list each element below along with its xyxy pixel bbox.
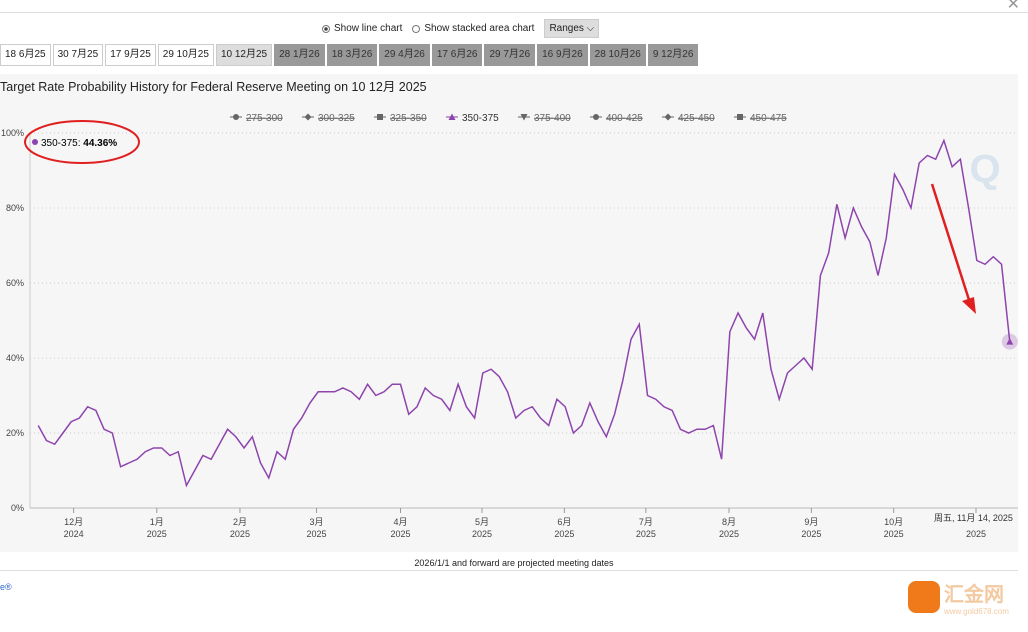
y-tick-label: 20% <box>6 428 24 438</box>
chart-background <box>0 74 1018 552</box>
meeting-tab[interactable]: 10 12月25 <box>215 44 273 66</box>
meeting-tab[interactable]: 9 12月26 <box>647 44 699 66</box>
x-tick-label: 12月 <box>64 517 83 527</box>
divider <box>0 570 1018 571</box>
x-tick-year: 2025 <box>636 529 656 539</box>
chart: Target Rate Probability History for Fede… <box>0 74 1018 552</box>
radio-line[interactable]: Show line chart <box>322 23 402 34</box>
radio-label: Show stacked area chart <box>424 23 535 34</box>
watermark-text: 汇金网 www.gold678.com <box>944 578 1009 616</box>
meeting-tab[interactable]: 29 4月26 <box>379 44 430 66</box>
hover-date: 周五, 11月 14, 2025 <box>934 513 1013 523</box>
x-tick-label: 1月 <box>150 517 164 527</box>
legend-symbol <box>520 114 528 121</box>
x-tick-year: 2025 <box>147 529 167 539</box>
close-button[interactable]: ✕ <box>1006 0 1020 13</box>
x-tick-year: 2025 <box>801 529 821 539</box>
legend-label[interactable]: 450-475 <box>750 113 787 124</box>
tooltip-series: 350-375 <box>41 138 78 149</box>
meeting-tab[interactable]: 30 7月25 <box>52 44 104 66</box>
chart-title: Target Rate Probability History for Fede… <box>0 80 427 94</box>
legend-symbol <box>593 114 599 120</box>
x-tick-label: 9月 <box>804 517 818 527</box>
tooltip: 350-375: 44.36% <box>32 138 117 149</box>
legend-symbol <box>377 114 383 120</box>
meeting-tab[interactable]: 28 10月26 <box>589 44 646 66</box>
x-tick-label: 2月 <box>233 517 247 527</box>
y-tick-label: 100% <box>1 128 24 138</box>
arrow-head <box>962 297 976 314</box>
x-tick-year: 2025 <box>230 529 250 539</box>
meeting-tab[interactable]: 18 6月25 <box>0 44 51 66</box>
x-tick-label: 6月 <box>557 517 571 527</box>
legend-label[interactable]: 425-450 <box>678 113 715 124</box>
annotation-arrow <box>930 183 972 304</box>
watermark-name: 汇金网 <box>944 584 1004 606</box>
watermark: 汇金网 www.gold678.com <box>908 578 1009 616</box>
highlight-circle <box>24 120 140 164</box>
watermark-icon <box>908 581 940 613</box>
hover-point <box>1006 338 1014 345</box>
meeting-tab[interactable]: 29 10月25 <box>157 44 214 66</box>
y-tick-label: 80% <box>6 203 24 213</box>
tooltip-marker <box>32 139 38 145</box>
x-tick-year: 2025 <box>390 529 410 539</box>
tooltip-text: 350-375: 44.36% <box>41 138 117 149</box>
x-tick-label: 7月 <box>639 517 653 527</box>
y-tick-label: 40% <box>6 353 24 363</box>
x-tick-label: 5月 <box>475 517 489 527</box>
logo-watermark: Q <box>969 147 1000 191</box>
meeting-tab[interactable]: 28 1月26 <box>274 44 325 66</box>
tooltip-value: 44.36% <box>83 138 117 149</box>
legend-label[interactable]: 325-350 <box>390 113 427 124</box>
x-tick-year: 2025 <box>554 529 574 539</box>
meeting-tab[interactable]: 18 3月26 <box>326 44 378 66</box>
legend-symbol <box>664 113 672 121</box>
x-tick-year: 2025 <box>966 529 986 539</box>
radio-label: Show line chart <box>334 23 403 34</box>
watermark-url: www.gold678.com <box>944 607 1009 616</box>
x-tick-label: 10月 <box>884 517 903 527</box>
y-tick-label: 60% <box>6 278 24 288</box>
legend-label[interactable]: 400-425 <box>606 113 643 124</box>
brand: e® <box>0 582 12 592</box>
legend-label[interactable]: 375-400 <box>534 113 571 124</box>
meeting-tab[interactable]: 16 9月26 <box>537 44 588 66</box>
ranges-select[interactable]: Ranges ⌵ <box>544 19 600 38</box>
legend-symbol <box>448 113 456 120</box>
legend-label[interactable]: 350-375 <box>462 113 499 124</box>
x-tick-year: 2024 <box>64 529 84 539</box>
legend-label[interactable]: 300-325 <box>318 113 355 124</box>
meeting-tab[interactable]: 17 6月26 <box>431 44 483 66</box>
divider <box>0 12 1028 13</box>
meeting-tabs: 18 6月25 30 7月25 17 9月25 29 10月25 10 12月25 28 … <box>0 44 699 66</box>
x-tick-year: 2025 <box>307 529 327 539</box>
legend-symbol <box>233 114 239 120</box>
legend-symbol <box>304 113 312 121</box>
y-tick-label: 0% <box>11 503 24 513</box>
series-line <box>37 138 1011 488</box>
legend-label[interactable]: 275-300 <box>246 113 283 124</box>
x-tick-label: 4月 <box>393 517 407 527</box>
x-tick-year: 2025 <box>884 529 904 539</box>
footnote: 2026/1/1 and forward are projected meeti… <box>414 558 614 568</box>
x-tick-year: 2025 <box>472 529 492 539</box>
legend-symbol <box>737 114 743 120</box>
x-tick-label: 8月 <box>722 517 736 527</box>
meeting-tab[interactable]: 29 7月26 <box>484 44 536 66</box>
radio-area[interactable]: Show stacked area chart <box>412 23 534 34</box>
meeting-tab[interactable]: 17 9月25 <box>105 44 156 66</box>
select-label: Ranges <box>549 23 584 34</box>
x-tick-year: 2025 <box>719 529 739 539</box>
chart-mode: Show line chart Show stacked area chart … <box>322 19 600 38</box>
x-tick-label: 3月 <box>310 517 324 527</box>
